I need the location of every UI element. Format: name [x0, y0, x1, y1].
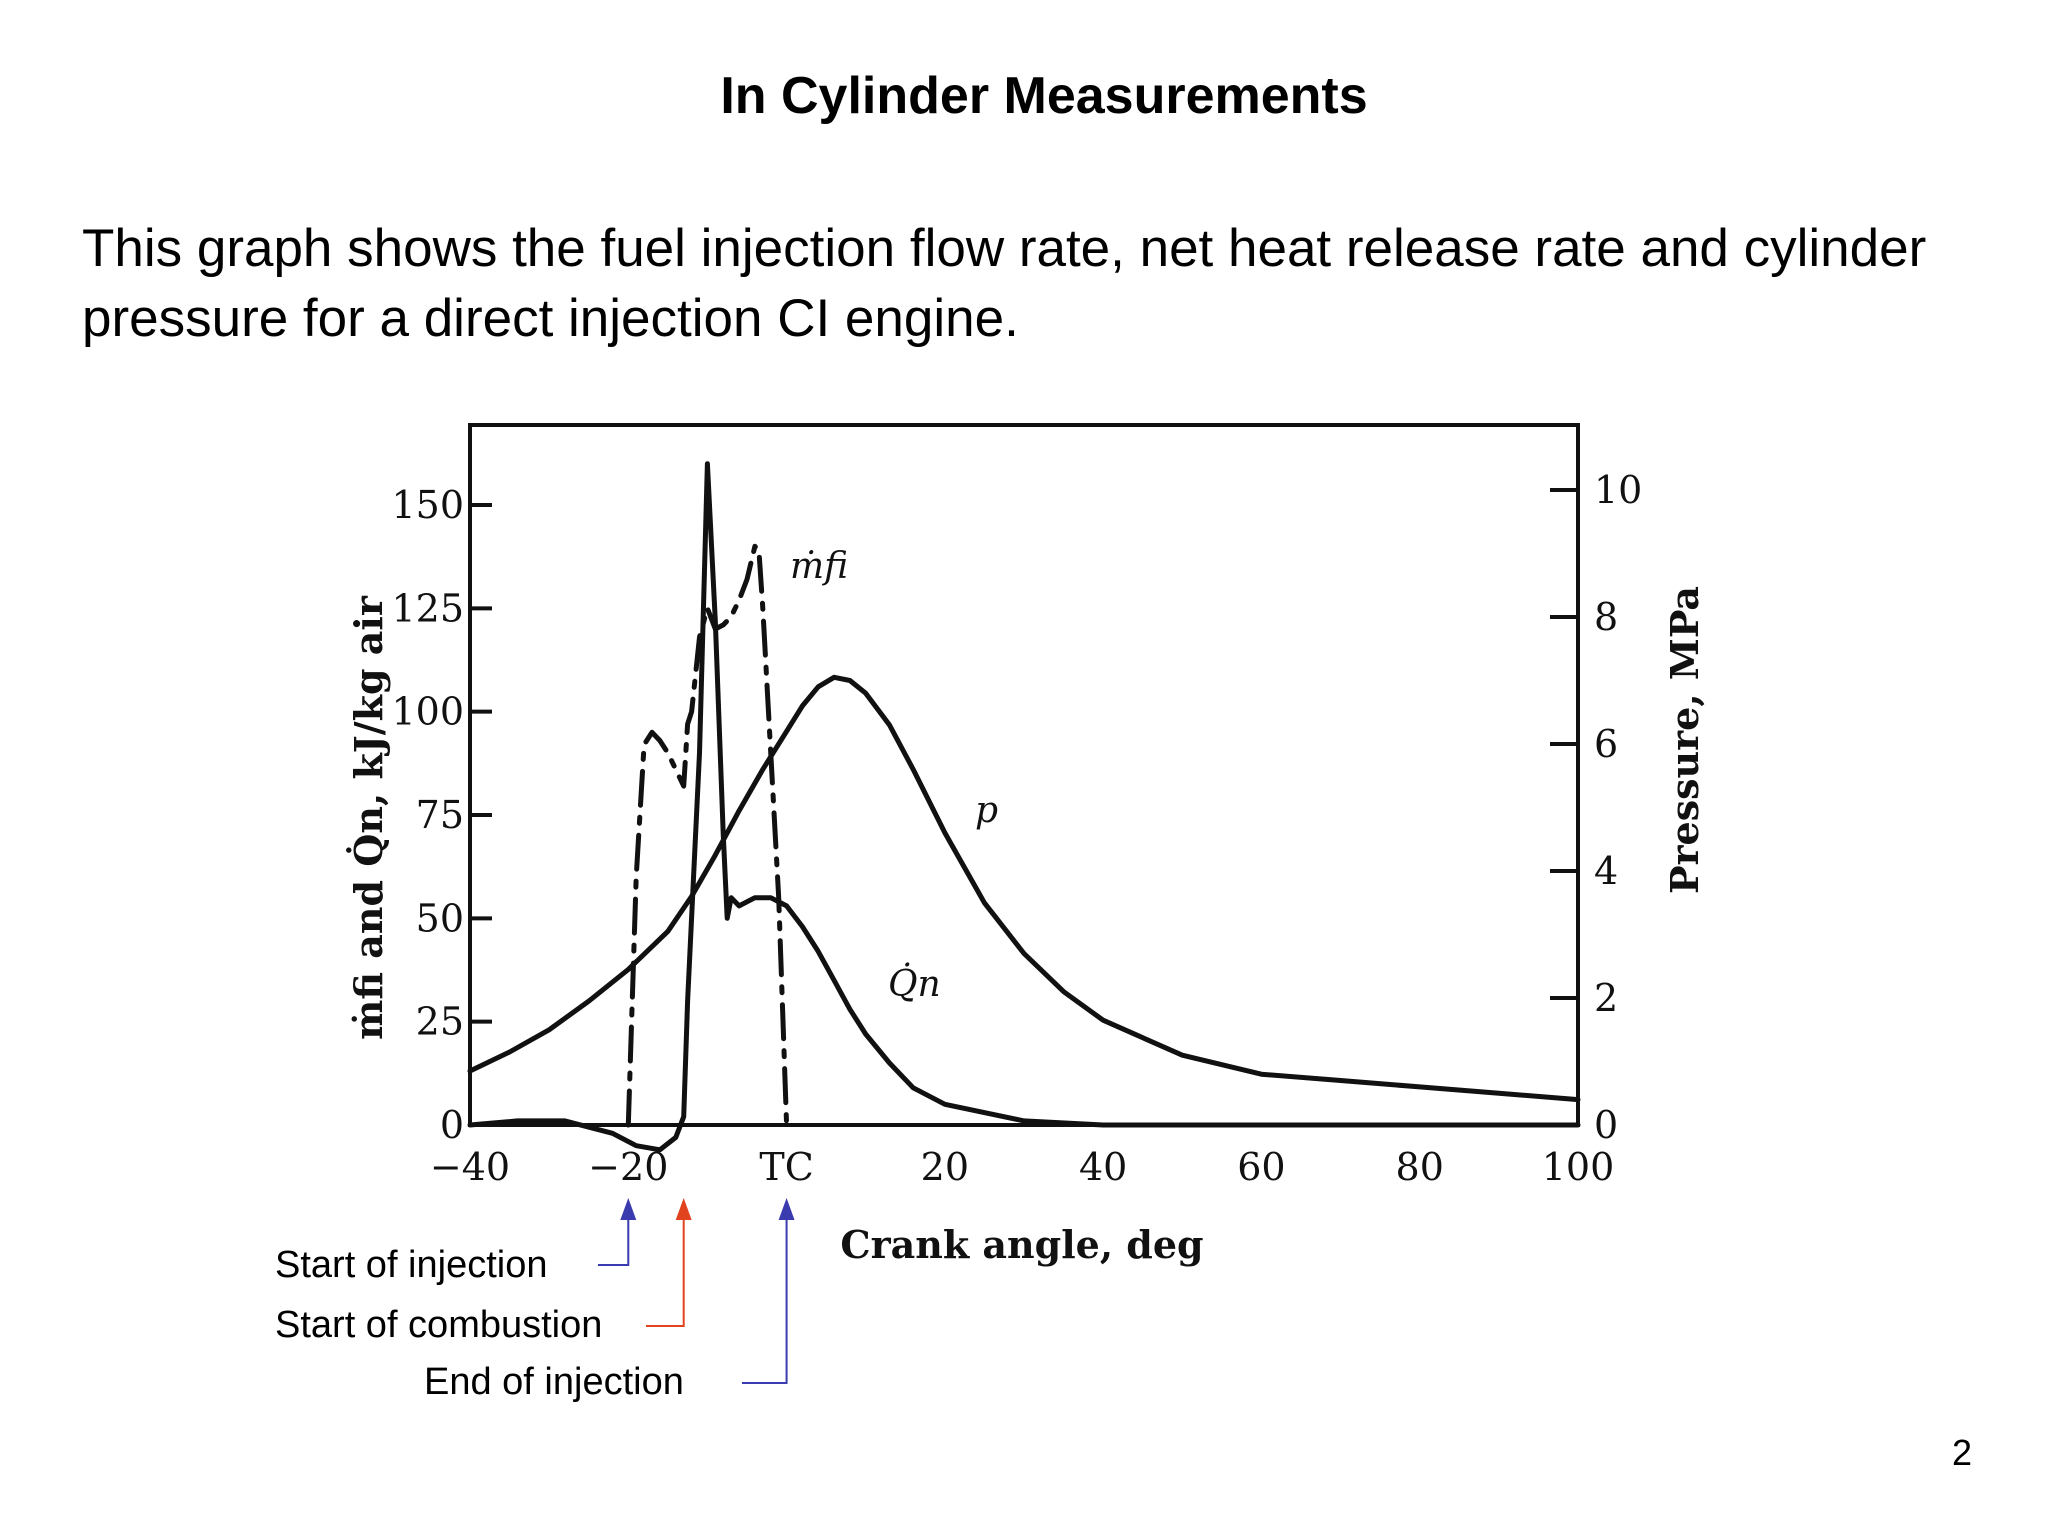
x-tick-label: 60: [1237, 1145, 1285, 1189]
x-tick-label: −20: [588, 1145, 668, 1189]
annotation-line: [646, 1218, 685, 1327]
x-axis: −40 −20 TC 20 40 60 80 100: [430, 1145, 1614, 1189]
series-Qn: [467, 461, 1581, 1153]
y-tick-label-right: 10: [1594, 468, 1642, 512]
x-tick-label: TC: [759, 1145, 813, 1189]
annotation-line: [598, 1218, 630, 1266]
annotations: Start of injection Start of combustion End…: [275, 1198, 795, 1403]
y-tick-label-right: 2: [1594, 976, 1618, 1020]
x-tick-label: −40: [430, 1145, 510, 1189]
y-axis-label-left: ṁfi and Q̇n, kJ/kg air: [346, 595, 391, 1040]
x-axis-label: Crank angle, deg: [840, 1222, 1203, 1267]
y-tick-label-left: 75: [416, 793, 464, 837]
right-axis: 0 2 4 6 8 10: [1550, 468, 1642, 1147]
x-tick-label: 20: [921, 1145, 969, 1189]
y-tick-label-left: 100: [391, 690, 464, 734]
series-p: [467, 674, 1581, 1103]
y-tick-label-left: 25: [416, 1000, 464, 1044]
left-axis: 0 25 50 75 100 125 150: [391, 483, 492, 1147]
curve-label-p: p: [975, 790, 998, 831]
annotation-arrowhead: [620, 1198, 637, 1220]
slide-description: This graph shows the fuel injection flow…: [82, 219, 1927, 348]
page-number: 2: [1951, 1432, 1972, 1473]
curve-labels: p Q̇n ṁfi: [790, 546, 998, 1005]
x-tick-label: 80: [1396, 1145, 1444, 1189]
annotation-arrowhead: [675, 1198, 692, 1220]
curve-label-mfi: ṁfi: [790, 546, 848, 587]
annotation-label: End of injection: [424, 1361, 684, 1403]
series-mfi: [625, 543, 790, 1128]
y-tick-label-left: 50: [416, 896, 464, 940]
series-layer: [467, 461, 1581, 1153]
annotation-line: [742, 1218, 788, 1384]
y-axis-label-right: Pressure, MPa: [1662, 586, 1707, 894]
x-tick-label: 40: [1079, 1145, 1127, 1189]
annotation-label: Start of injection: [275, 1244, 547, 1286]
slide-title: In Cylinder Measurements: [720, 67, 1368, 125]
curve-label-Qn: Q̇n: [888, 963, 941, 1005]
y-tick-label-left: 0: [440, 1103, 464, 1147]
x-tick-label: 100: [1542, 1145, 1615, 1189]
y-tick-label-right: 0: [1594, 1103, 1618, 1147]
y-tick-label-left: 150: [391, 483, 464, 527]
y-tick-label-right: 8: [1594, 595, 1618, 639]
plot-frame: [468, 423, 1580, 1127]
y-tick-label-right: 4: [1594, 849, 1618, 893]
y-tick-label-left: 125: [391, 586, 464, 630]
annotation-label: Start of combustion: [275, 1304, 602, 1346]
annotation-arrowhead: [778, 1198, 795, 1220]
y-tick-label-right: 6: [1594, 722, 1618, 766]
